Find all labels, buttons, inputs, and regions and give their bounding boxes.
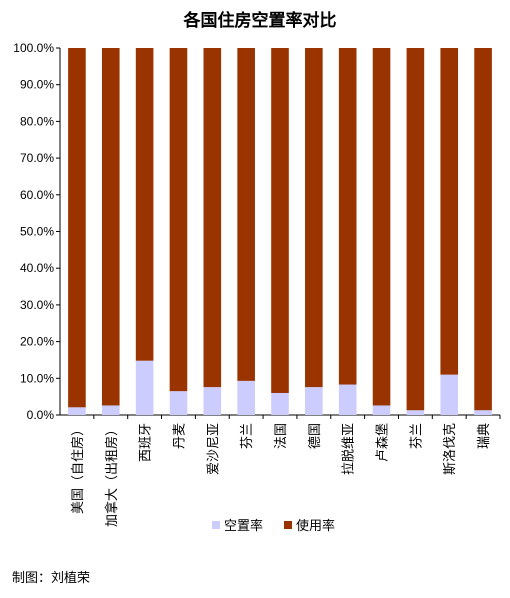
bar-segment-occupancy xyxy=(203,48,222,388)
bar-segment-vacancy xyxy=(406,410,425,415)
y-tick-label: 90.0% xyxy=(20,78,54,92)
bar-segment-occupancy xyxy=(237,48,255,381)
bar-segment-vacancy xyxy=(101,405,120,415)
y-tick-label: 80.0% xyxy=(20,114,54,128)
y-tick-label: 10.0% xyxy=(20,371,54,385)
bar-segment-vacancy xyxy=(305,387,323,415)
y-tick-label: 50.0% xyxy=(20,225,54,239)
bar-segment-occupancy xyxy=(135,48,154,361)
legend-swatch xyxy=(212,521,220,529)
legend: 空置率 使用率 xyxy=(212,518,335,534)
bar-segment-vacancy xyxy=(203,387,222,415)
x-category-label: 西班牙 xyxy=(139,423,154,462)
credit-text: 制图：刘植荣 xyxy=(12,571,91,586)
y-tick-label: 100.0% xyxy=(13,41,54,55)
bar-segment-occupancy xyxy=(305,48,323,388)
legend-swatch xyxy=(284,521,292,529)
x-category-label: 爱沙尼亚 xyxy=(206,423,221,475)
bar-segment-occupancy xyxy=(271,48,289,393)
legend-label: 使用率 xyxy=(296,518,335,534)
bar-segment-vacancy xyxy=(169,391,188,415)
bar-segment-occupancy xyxy=(169,48,188,392)
y-tick-label: 0.0% xyxy=(27,408,55,422)
x-category-label: 卢森堡 xyxy=(375,423,391,462)
plot-area: 0.0% 10.0% 20.0% 30.0% 40.0% 50.0% 60.0% 70.0% 8… xyxy=(13,41,501,527)
chart-title: 各国住房空置率对比 xyxy=(183,10,337,31)
bar-segment-occupancy xyxy=(372,48,391,406)
y-tick-label: 20.0% xyxy=(20,335,54,349)
x-category-label: 拉脱维亚 xyxy=(342,423,357,475)
x-category-label: 美国（自住房） xyxy=(70,423,86,514)
x-category-label: 斯洛伐克 xyxy=(443,423,458,475)
bar-segment-vacancy xyxy=(372,405,391,415)
bar-segment-occupancy xyxy=(440,48,459,375)
bar-segment-occupancy xyxy=(68,48,86,408)
x-category-label: 瑞典 xyxy=(477,423,492,449)
bar-segment-vacancy xyxy=(237,380,255,415)
y-tick-label: 70.0% xyxy=(20,151,54,165)
bar-segment-occupancy xyxy=(338,48,357,385)
bar-segment-occupancy xyxy=(406,48,425,411)
bar-segment-occupancy xyxy=(474,48,492,411)
bar-segment-vacancy xyxy=(474,410,492,415)
y-tick-label: 60.0% xyxy=(20,188,54,202)
x-category-label: 芬兰 xyxy=(240,423,255,449)
bar-segment-vacancy xyxy=(135,360,154,415)
x-category-label: 法国 xyxy=(274,423,289,449)
bar-segment-vacancy xyxy=(440,374,459,415)
bar-segment-vacancy xyxy=(271,392,289,415)
bar-segment-vacancy xyxy=(338,384,357,415)
bar-segment-occupancy xyxy=(101,48,120,406)
bar-segment-vacancy xyxy=(68,407,86,415)
legend-label: 空置率 xyxy=(224,518,263,534)
x-category-label: 丹麦 xyxy=(172,423,187,449)
y-tick-label: 30.0% xyxy=(20,298,54,312)
x-category-label: 德国 xyxy=(308,423,323,449)
x-category-label: 加拿大（出租房） xyxy=(104,423,120,527)
x-category-label: 芬兰 xyxy=(409,423,424,449)
y-tick-label: 40.0% xyxy=(20,261,54,275)
